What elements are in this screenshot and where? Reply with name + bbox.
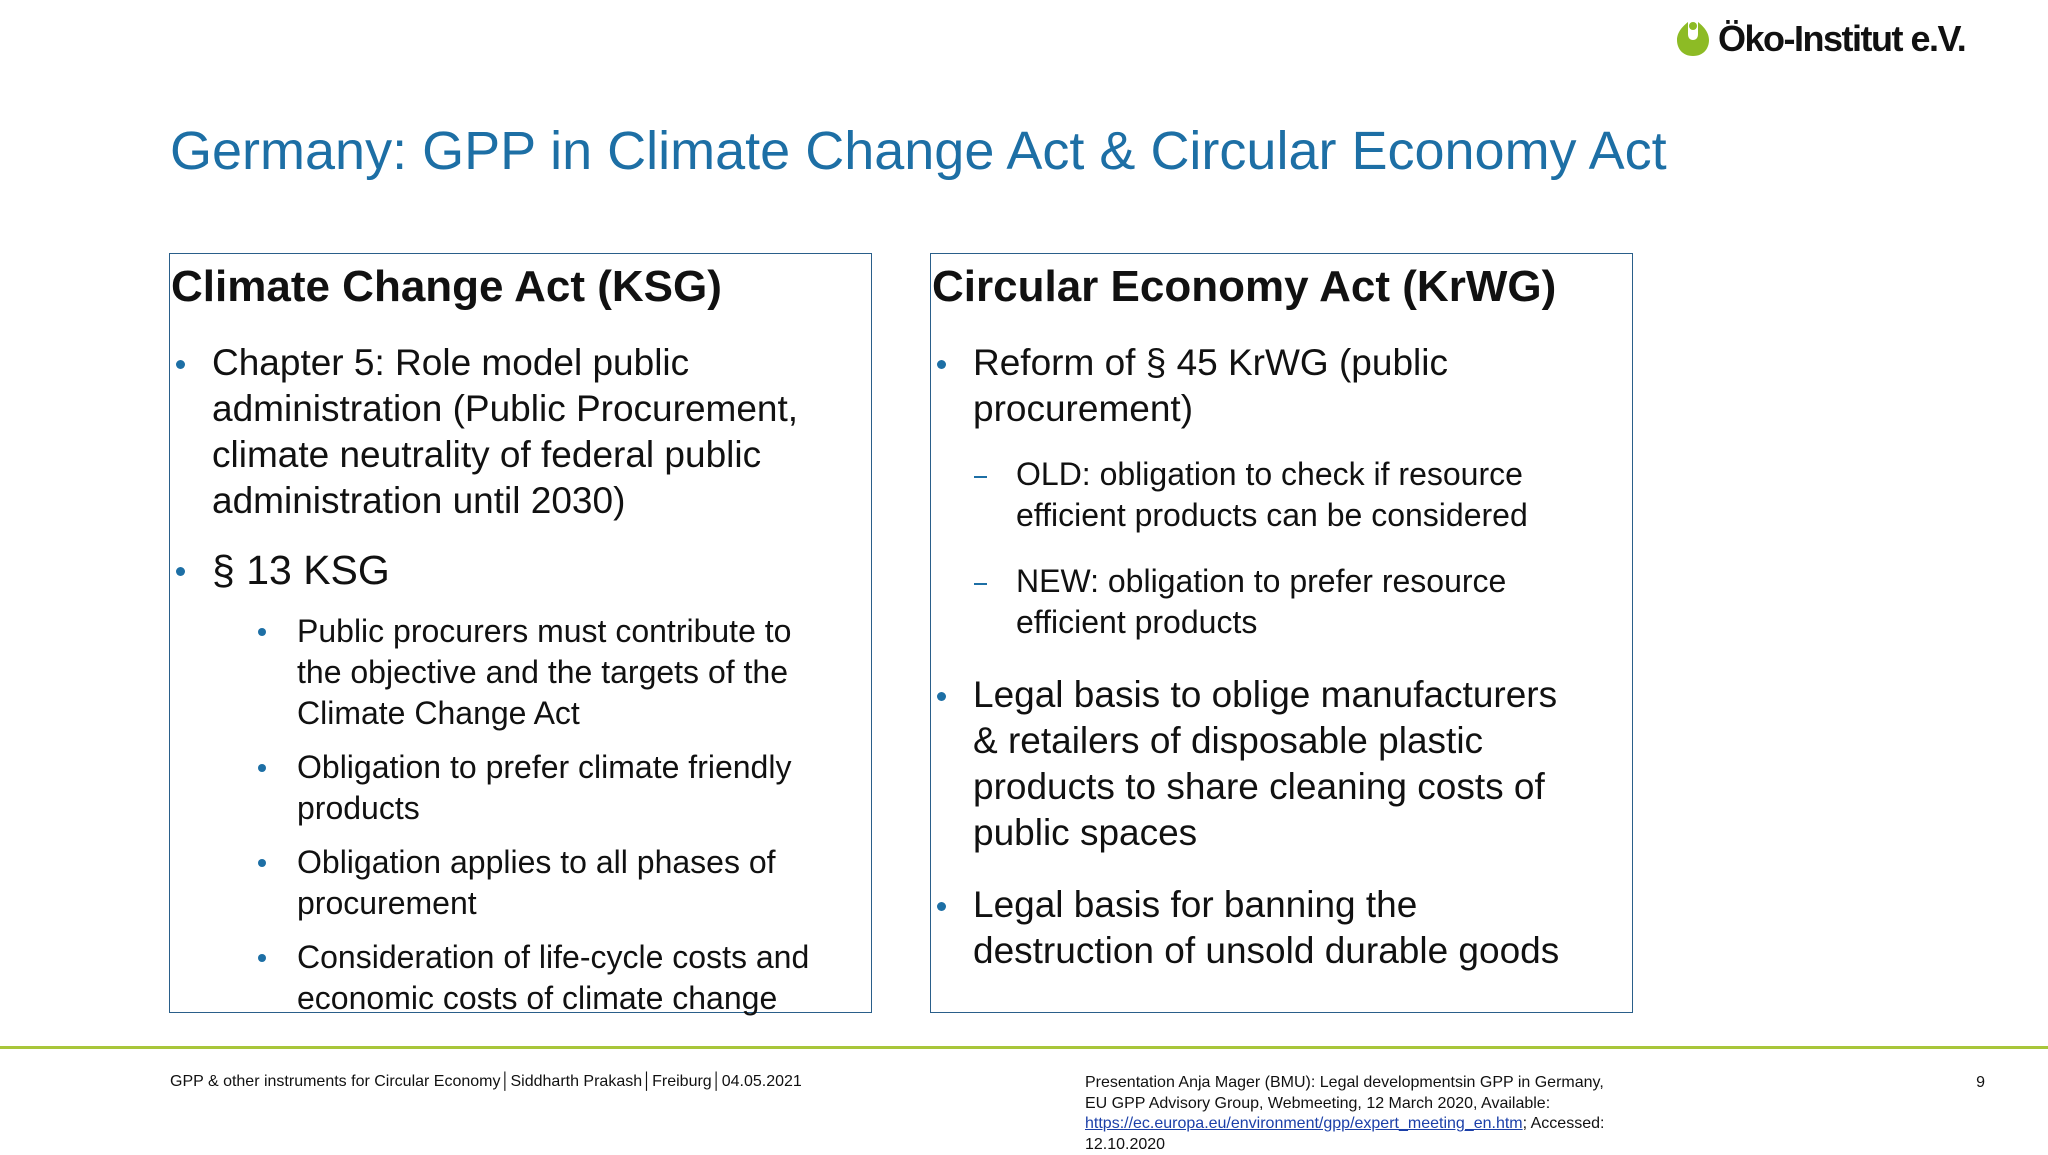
sub-list-item-text: Public procurers must contribute to the … — [297, 613, 792, 731]
oeko-institut-logo: Öko-Institut e.V. — [1676, 18, 1982, 60]
box-heading-ksg: Climate Change Act (KSG) — [171, 262, 722, 311]
sub-list-item-text: Consideration of life-cycle costs and ec… — [297, 939, 810, 1016]
list-item-text: Legal basis for banning the destruction … — [973, 884, 1560, 971]
footer-presentation-info: GPP & other instruments for Circular Eco… — [170, 1073, 802, 1090]
bullet-icon — [176, 567, 185, 576]
bullet-icon — [258, 628, 266, 636]
sub-list-item-text: Obligation to prefer climate friendly pr… — [297, 749, 792, 826]
footer-source-citation: Presentation Anja Mager (BMU): Legal dev… — [1085, 1074, 1605, 1153]
bullet-icon — [937, 692, 946, 701]
box-heading-krwg: Circular Economy Act (KrWG) — [932, 262, 1557, 311]
bullet-icon — [937, 360, 946, 369]
bullet-icon — [258, 764, 266, 772]
sub-list-item-text: OLD: obligation to check if resource eff… — [1016, 456, 1528, 533]
footer-divider — [0, 1046, 2048, 1049]
list-item-text: Reform of § 45 KrWG (public procurement) — [973, 342, 1448, 429]
green-leaf-drop-icon — [1677, 22, 1709, 56]
source-link[interactable]: https://ec.europa.eu/environment/gpp/exp… — [1085, 1115, 1523, 1132]
climate-change-act-box: Climate Change Act (KSG) Chapter 5: Role… — [169, 253, 872, 1016]
bullet-icon — [258, 859, 266, 867]
sub-list-item-text: NEW: obligation to prefer resource effic… — [1016, 563, 1507, 640]
dash-icon — [974, 583, 987, 585]
bullet-icon — [937, 902, 946, 911]
list-item-text: Chapter 5: Role model public administrat… — [212, 342, 799, 521]
logo-wordmark: Öko-Institut e.V. — [1718, 18, 1967, 59]
list-item-text: § 13 KSG — [212, 547, 390, 593]
circular-economy-act-box: Circular Economy Act (KrWG) Reform of § … — [930, 253, 1633, 1013]
sub-list-item-text: Obligation applies to all phases of proc… — [297, 844, 776, 921]
bullet-icon — [176, 360, 185, 369]
bullet-icon — [258, 954, 266, 962]
list-item-text: Legal basis to oblige manufacturers & re… — [973, 674, 1558, 853]
page-number: 9 — [1976, 1074, 1985, 1091]
dash-icon — [974, 476, 987, 478]
slide-title: Germany: GPP in Climate Change Act & Cir… — [170, 121, 1667, 181]
